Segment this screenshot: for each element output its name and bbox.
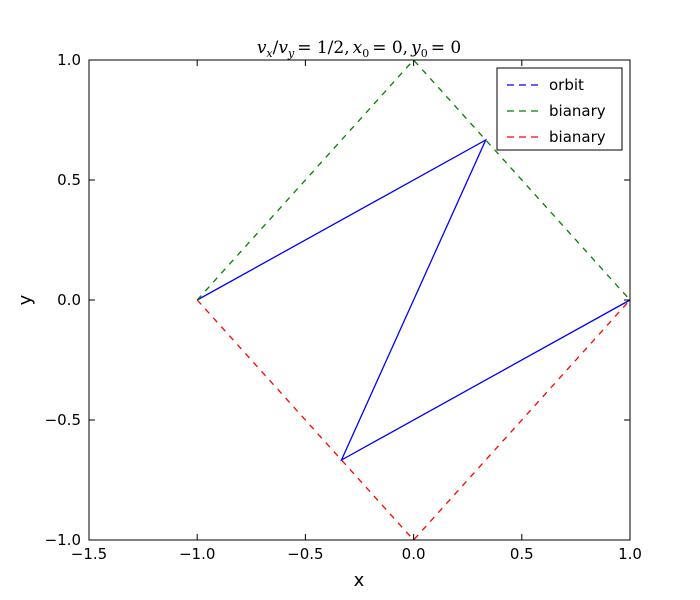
title-x0-sub: 0 — [362, 47, 369, 60]
series-line-0 — [196, 138, 631, 462]
title-x0-value: = 0, — [372, 38, 408, 58]
y-axis-label: y — [15, 294, 36, 305]
title-y0-value: = 0 — [431, 38, 461, 58]
y-tick-label-0: −1.0 — [45, 531, 81, 549]
title-vx: v — [257, 38, 267, 58]
y-tick-label-3: 0.5 — [57, 171, 81, 189]
y-tick-label-2: 0.0 — [57, 291, 81, 309]
title-vy-sub: y — [287, 47, 295, 60]
y-tick-label-1: −0.5 — [45, 411, 81, 429]
title-vy: v — [278, 38, 288, 58]
title-vx-sub: x — [266, 47, 273, 60]
x-tick-label-1: −1.0 — [179, 545, 215, 563]
x-tick-label-0: −1.5 — [71, 545, 107, 563]
x-tick-label-5: 1.0 — [618, 545, 642, 563]
legend-label-0: orbit — [549, 76, 584, 94]
x-tick-label-2: −0.5 — [287, 545, 323, 563]
series-layer — [196, 59, 631, 541]
title-y0-sub: 0 — [421, 47, 428, 60]
x-tick-label-3: 0.0 — [402, 545, 426, 563]
legend-box — [496, 67, 623, 151]
legend-label-1: bianary — [549, 102, 606, 120]
legend: orbit bianary bianary — [496, 67, 623, 151]
title-ratio-value: = 1/2, — [297, 38, 349, 58]
ticks-layer: −1.5 −1.0 −0.5 0.0 0.5 1.0−1.0−0.50.00.51.0 — [45, 51, 642, 563]
title-x0: x — [353, 38, 363, 58]
x-axis-label: x — [354, 570, 365, 591]
x-tick-label-4: 0.5 — [510, 545, 534, 563]
chart-title: vx/vy = 1/2, x0 = 0, y0 = 0 — [257, 38, 461, 60]
y-tick-label-4: 1.0 — [57, 51, 81, 69]
title-slash: / — [273, 38, 279, 58]
legend-label-2: bianary — [549, 128, 606, 146]
title-y0: y — [410, 38, 421, 58]
